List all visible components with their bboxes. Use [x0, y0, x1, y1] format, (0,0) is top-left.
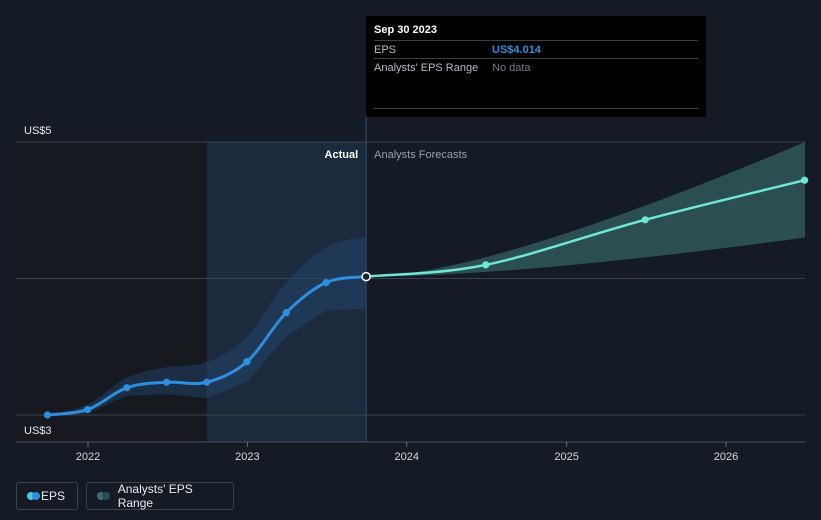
y-axis-bottom-label: US$3 [24, 425, 52, 437]
forecast-section-label: Analysts Forecasts [374, 149, 467, 161]
legend-eps-toggle[interactable]: EPS [16, 482, 78, 510]
x-tick-label-2022: 2022 [76, 451, 100, 463]
tooltip-range-value: No data [492, 61, 531, 74]
eps-legend-swatch [27, 492, 40, 500]
actual-section-label: Actual [325, 149, 359, 161]
eps-actual-point [83, 405, 92, 414]
eps-actual-point [243, 358, 251, 366]
legend-range-label: Analysts' EPS Range [117, 482, 193, 510]
legend-eps-label: EPS [40, 489, 65, 503]
legend-range-toggle[interactable]: Analysts' EPS Range [86, 482, 234, 510]
forecast-range-band [366, 142, 805, 277]
tooltip-eps-row: EPS US$4.014 [374, 40, 698, 58]
x-tick-label-2025: 2025 [554, 451, 578, 463]
x-tick-label-2023: 2023 [235, 451, 259, 463]
eps-actual-point [203, 378, 211, 386]
actual-highlight-band [206, 142, 367, 442]
eps-tooltip: Sep 30 2023 EPS US$4.014 Analysts' EPS R… [366, 16, 706, 117]
eps-actual-point [163, 378, 171, 386]
past-region [16, 142, 207, 442]
eps-forecast-point [641, 216, 649, 224]
eps-forecast-line [366, 179, 805, 278]
y-axis-top-label: US$5 [24, 125, 52, 137]
tooltip-range-label: Analysts' EPS Range [374, 61, 479, 74]
tooltip-range-row: Analysts' EPS Range No data [374, 58, 698, 76]
eps-actual-point [43, 411, 51, 419]
range-legend-swatch [97, 492, 110, 500]
eps-forecast-point [482, 261, 490, 269]
tooltip-divider [374, 108, 698, 109]
eps-actual-point [322, 278, 330, 287]
x-tick-label-2024: 2024 [395, 451, 419, 463]
eps-actual-point [282, 309, 290, 317]
eps-focus-marker [361, 271, 371, 282]
tooltip-date: Sep 30 2023 [374, 24, 437, 36]
x-tick-label-2026: 2026 [714, 451, 738, 463]
tooltip-eps-value: US$4.014 [492, 43, 541, 56]
eps-actual-point [123, 384, 131, 392]
tooltip-eps-label: EPS [374, 43, 397, 56]
eps-forecast-point [801, 176, 809, 184]
